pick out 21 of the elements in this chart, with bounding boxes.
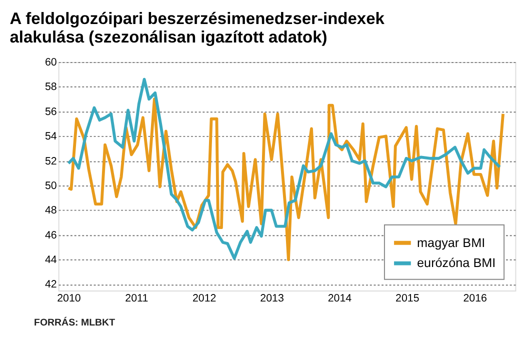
- y-tick-label: 42: [44, 278, 57, 291]
- y-tick-label: 50: [44, 180, 57, 192]
- y-tick-label: 58: [44, 81, 57, 94]
- x-tick-label: 2015: [396, 292, 420, 305]
- x-tick-label: 2014: [328, 292, 352, 305]
- y-tick-label: 44: [44, 254, 57, 266]
- x-tick-label: 2016: [463, 292, 488, 305]
- x-tick-label: 2012: [192, 292, 216, 305]
- x-tick-label: 2010: [57, 292, 81, 305]
- y-tick-label: 48: [44, 204, 57, 217]
- text: FORRÁS: MLBKT: [34, 316, 116, 329]
- y-tick-label: 60: [44, 56, 57, 68]
- chart-title: A feldolgozóipari beszerzésimenedzser-indexek alakulása (szezonálisan igazított adatok): [10, 9, 386, 47]
- legend-label: magyar BMI: [417, 236, 486, 250]
- x-tick-label: 2011: [125, 292, 148, 305]
- y-tick-label: 56: [44, 106, 57, 118]
- legend-label: eurózóna BMI: [417, 256, 496, 270]
- y-tick-label: 46: [44, 229, 57, 242]
- y-tick-label: 52: [44, 155, 57, 168]
- x-tick-label: 2013: [260, 292, 284, 305]
- y-tick-label: 54: [44, 130, 57, 143]
